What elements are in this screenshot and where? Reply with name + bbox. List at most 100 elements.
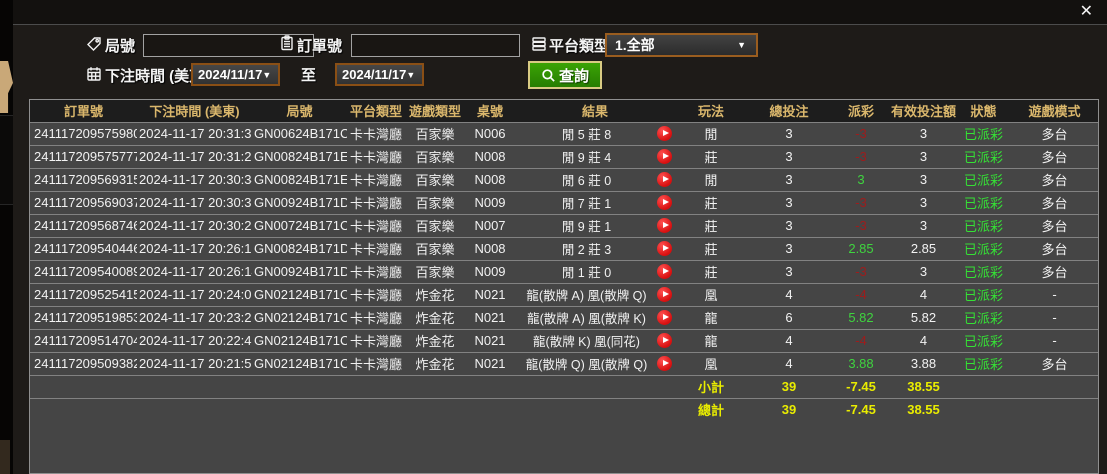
header-valid-bet: 有效投注額 xyxy=(891,100,956,122)
date-to-label: 至 xyxy=(301,67,317,84)
date-from-select[interactable]: 2024/11/17 ▼ xyxy=(191,63,280,86)
result-text: 閒 2 莊 3 xyxy=(561,243,612,257)
cell-valid-bet: 2.85 xyxy=(891,236,956,260)
cell-play: 莊 xyxy=(675,213,747,237)
cell-payout: -3 xyxy=(831,121,891,145)
cell-order-id: 241117209525415 xyxy=(30,282,137,306)
cell-game-type: 百家樂 xyxy=(405,190,465,214)
cell-game-mode: 多台 xyxy=(1011,213,1098,237)
table-row: 241117209575777 2024-11-17 20:31:29 GN00… xyxy=(30,144,1098,168)
date-to-select[interactable]: 2024/11/17 ▼ xyxy=(335,63,424,86)
cell-table-no: N021 xyxy=(465,351,515,375)
cell-valid-bet: 4 xyxy=(891,328,956,352)
cell-platform: 卡卡灣廳 xyxy=(347,121,405,145)
cell-total-bet: 3 xyxy=(747,190,831,214)
cell-bet-time: 2024-11-17 20:24:09 xyxy=(137,282,252,306)
cell-bet-time: 2024-11-17 20:21:51 xyxy=(137,351,252,375)
table-header-row: 訂單號 下注時間 (美東) 局號 平台類型 遊戲類型 桌號 結果 玩法 總投注 … xyxy=(30,100,1098,122)
cell-game-mode: 多台 xyxy=(1011,167,1098,191)
cell-round-id: GN00624B171CQ xyxy=(252,121,347,145)
cell-status: 已派彩 xyxy=(956,236,1011,260)
cell-platform: 卡卡灣廳 xyxy=(347,259,405,283)
bet-record-modal: ✕ 局號 訂單號 平台類型 1.全部 ▼ 下注時間 (美東) 2024/11/1… xyxy=(13,0,1107,474)
cell-payout: -3 xyxy=(831,259,891,283)
summary-row: 總計 39 -7.45 38.55 xyxy=(30,397,1098,421)
cell-game-mode: - xyxy=(1011,282,1098,306)
play-icon[interactable] xyxy=(657,356,672,371)
calendar-icon xyxy=(86,66,102,82)
play-icon[interactable] xyxy=(657,333,672,348)
cell-result: 龍(散牌 K) 凰(同花) xyxy=(515,328,675,352)
cell-play: 凰 xyxy=(675,282,747,306)
cell-payout: -3 xyxy=(831,144,891,168)
cell-result: 閒 1 莊 0 xyxy=(515,259,675,283)
bet-records-table-container: 訂單號 下注時間 (美東) 局號 平台類型 遊戲類型 桌號 結果 玩法 總投注 … xyxy=(29,99,1099,474)
play-icon[interactable] xyxy=(657,218,672,233)
cell-table-no: N007 xyxy=(465,213,515,237)
header-round-id: 局號 xyxy=(252,100,347,122)
cell-total-bet: 4 xyxy=(747,351,831,375)
play-icon[interactable] xyxy=(657,264,672,279)
play-icon[interactable] xyxy=(657,172,672,187)
cell-payout: -3 xyxy=(831,213,891,237)
cell-payout: -4 xyxy=(831,328,891,352)
cell-game-mode: 多台 xyxy=(1011,190,1098,214)
platform-type-select[interactable]: 1.全部 ▼ xyxy=(605,33,758,57)
cell-round-id: GN00824B171DX xyxy=(252,236,347,260)
table-row: 241117209575980 2024-11-17 20:31:31 GN00… xyxy=(30,121,1098,145)
play-icon[interactable] xyxy=(657,195,672,210)
result-text: 龍(散牌 A) 凰(散牌 K) xyxy=(527,312,646,326)
play-icon[interactable] xyxy=(657,126,672,141)
header-result: 結果 xyxy=(515,100,675,122)
cell-play: 莊 xyxy=(675,190,747,214)
background-panel-shape xyxy=(0,115,13,205)
header-order-id: 訂單號 xyxy=(30,100,137,122)
cell-total-bet: 3 xyxy=(747,167,831,191)
chevron-down-icon: ▼ xyxy=(406,69,416,80)
summary-total-bet: 39 xyxy=(747,374,831,398)
cell-result: 閒 9 莊 1 xyxy=(515,213,675,237)
cell-play: 莊 xyxy=(675,144,747,168)
cell-order-id: 241117209519853 xyxy=(30,305,137,329)
cell-game-type: 炸金花 xyxy=(405,351,465,375)
cell-status: 已派彩 xyxy=(956,259,1011,283)
cell-total-bet: 3 xyxy=(747,121,831,145)
cell-status: 已派彩 xyxy=(956,167,1011,191)
query-button-label: 查詢 xyxy=(558,67,589,85)
cell-order-id: 241117209540446 xyxy=(30,236,137,260)
cell-round-id: GN00824B171E5 xyxy=(252,144,347,168)
table-row: 241117209569315 2024-11-17 20:30:34 GN00… xyxy=(30,167,1098,191)
result-text: 閒 1 莊 0 xyxy=(561,266,612,280)
cell-table-no: N009 xyxy=(465,190,515,214)
bet-records-table: 訂單號 下注時間 (美東) 局號 平台類型 遊戲類型 桌號 結果 玩法 總投注 … xyxy=(30,100,1098,421)
search-icon xyxy=(542,68,555,82)
cell-valid-bet: 3 xyxy=(891,144,956,168)
play-icon[interactable] xyxy=(657,287,672,302)
result-text: 龍(散牌 K) 凰(同花) xyxy=(533,335,640,349)
cell-total-bet: 3 xyxy=(747,259,831,283)
cell-order-id: 241117209514704 xyxy=(30,328,137,352)
cell-payout: -4 xyxy=(831,282,891,306)
cell-table-no: N021 xyxy=(465,305,515,329)
play-icon[interactable] xyxy=(657,310,672,325)
play-icon[interactable] xyxy=(657,241,672,256)
summary-label: 總計 xyxy=(675,397,747,421)
summary-payout: -7.45 xyxy=(831,397,891,421)
query-button[interactable]: 查詢 xyxy=(528,61,602,89)
play-icon[interactable] xyxy=(657,149,672,164)
cell-round-id: GN02124B171C5 xyxy=(252,351,347,375)
header-total-bet: 總投注 xyxy=(747,100,831,122)
cell-platform: 卡卡灣廳 xyxy=(347,305,405,329)
round-number-input[interactable] xyxy=(143,34,314,57)
cell-valid-bet: 3 xyxy=(891,167,956,191)
cell-game-mode: 多台 xyxy=(1011,236,1098,260)
order-number-input[interactable] xyxy=(351,34,520,57)
bet-time-label: 下注時間 (美東) xyxy=(105,68,210,85)
cell-platform: 卡卡灣廳 xyxy=(347,236,405,260)
cell-game-type: 百家樂 xyxy=(405,167,465,191)
cell-game-mode: 多台 xyxy=(1011,351,1098,375)
cell-game-mode: 多台 xyxy=(1011,121,1098,145)
cell-total-bet: 4 xyxy=(747,328,831,352)
cell-table-no: N009 xyxy=(465,259,515,283)
close-icon[interactable]: ✕ xyxy=(1079,3,1093,20)
